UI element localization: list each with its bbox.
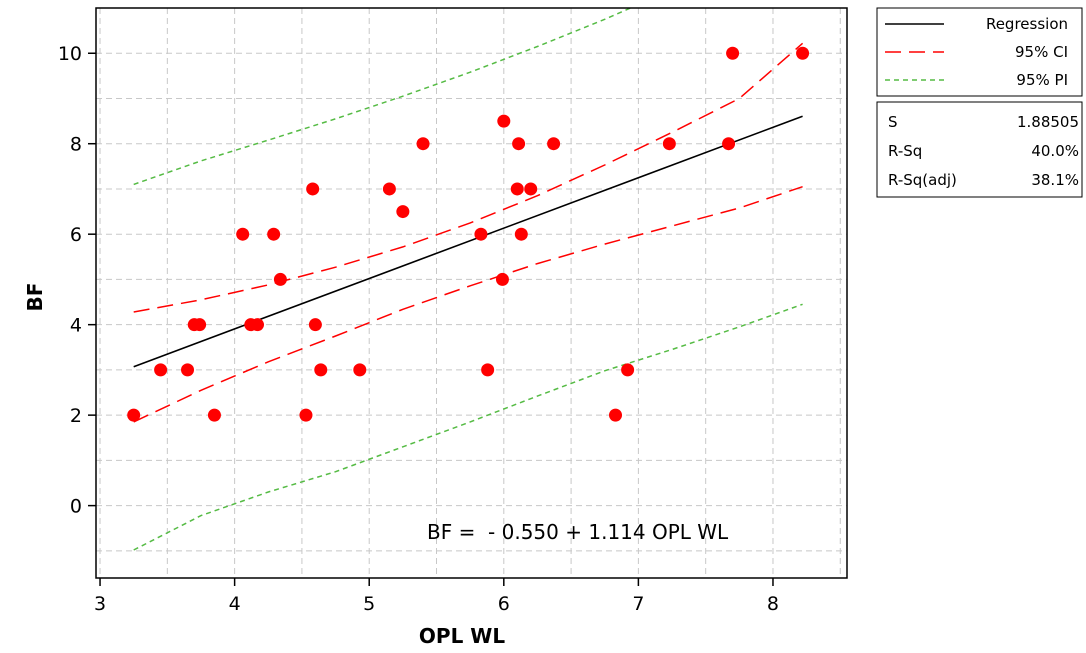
- regression-line: [133, 115, 803, 368]
- bands: [133, 8, 804, 551]
- data-point: [314, 363, 328, 377]
- x-axis-title: OPL WL: [419, 624, 505, 648]
- data-point: [510, 182, 524, 196]
- y-tick-label: 2: [70, 405, 82, 427]
- legend-label-pi: 95% PI: [1016, 71, 1068, 89]
- data-point: [497, 114, 511, 128]
- ci-upper-line: [133, 42, 804, 313]
- stat-label-rsq: R-Sq: [888, 142, 922, 160]
- y-tick-label: 4: [70, 315, 82, 337]
- stat-value-s: 1.88505: [1017, 113, 1079, 131]
- data-point: [726, 46, 740, 60]
- data-point: [524, 182, 538, 196]
- grid: [96, 7, 847, 578]
- data-points: [127, 46, 810, 422]
- x-tick-label: 8: [767, 593, 779, 615]
- stat-label-s: S: [888, 113, 898, 131]
- data-point: [396, 205, 410, 219]
- data-point: [796, 46, 810, 60]
- y-axis-title: BF: [23, 283, 47, 312]
- plot-frame: [95, 7, 848, 579]
- data-point: [127, 408, 141, 422]
- data-point: [662, 137, 676, 151]
- data-point: [514, 227, 528, 241]
- data-point: [353, 363, 367, 377]
- pi-lower-line: [133, 303, 803, 551]
- x-tick-label: 3: [94, 593, 106, 615]
- data-point: [236, 227, 250, 241]
- data-point: [207, 408, 221, 422]
- legend-item-ci: 95% CI: [885, 43, 1068, 61]
- data-point: [722, 137, 736, 151]
- data-point: [512, 137, 526, 151]
- legend-item-regression: Regression: [885, 15, 1068, 33]
- regression-equation: BF = - 0.550 + 1.114 OPL WL: [427, 520, 729, 544]
- data-point: [299, 408, 313, 422]
- ci-lower-line: [133, 185, 803, 423]
- stat-value-rsq: 40.0%: [1031, 142, 1079, 160]
- x-tick-label: 6: [498, 593, 510, 615]
- x-tick-label: 4: [229, 593, 241, 615]
- y-tick-label: 8: [70, 134, 82, 156]
- y-tick-label: 10: [58, 43, 82, 65]
- data-point: [416, 137, 430, 151]
- data-point: [547, 137, 561, 151]
- legend-label-ci: 95% CI: [1015, 43, 1068, 61]
- stat-value-rsq-adj: 38.1%: [1031, 171, 1079, 189]
- data-point: [273, 272, 287, 286]
- data-point: [154, 363, 168, 377]
- data-point: [481, 363, 495, 377]
- data-point: [621, 363, 635, 377]
- x-tick-label: 7: [632, 593, 644, 615]
- data-point: [495, 272, 509, 286]
- axis-ticks: 3 4 5 6 7 8 0 2 4 6 8 10: [58, 43, 779, 615]
- data-point: [308, 318, 322, 332]
- data-point: [474, 227, 488, 241]
- y-tick-label: 6: [70, 224, 82, 246]
- legend-item-pi: 95% PI: [885, 71, 1068, 89]
- data-point: [267, 227, 281, 241]
- stats-table: S 1.88505 R-Sq 40.0% R-Sq(adj) 38.1%: [876, 101, 1083, 198]
- data-point: [382, 182, 396, 196]
- data-point: [306, 182, 320, 196]
- pi-upper-line: [133, 8, 633, 186]
- regression: [133, 115, 803, 368]
- legend-label-regression: Regression: [986, 15, 1068, 33]
- stat-label-rsq-adj: R-Sq(adj): [888, 171, 957, 189]
- legend: Regression 95% CI 95% PI: [876, 7, 1083, 97]
- data-point: [609, 408, 623, 422]
- data-point: [181, 363, 195, 377]
- data-point: [193, 318, 207, 332]
- x-tick-label: 5: [363, 593, 375, 615]
- y-tick-label: 0: [70, 496, 82, 518]
- stats-frame: [876, 101, 1083, 198]
- data-point: [251, 318, 265, 332]
